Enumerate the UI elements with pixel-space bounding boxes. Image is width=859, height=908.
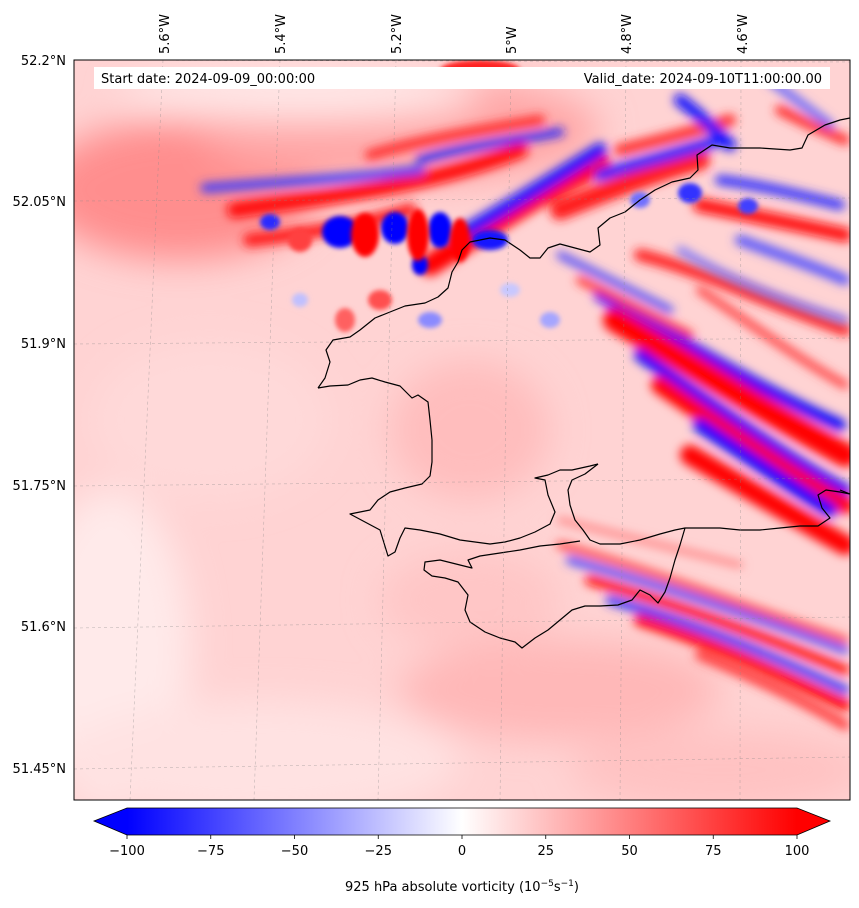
colorbar-extend-max [797, 808, 830, 835]
vorticity-wave-southeast [556, 246, 850, 730]
colorbar-tick-label: −100 [109, 844, 145, 859]
lat-label: 51.6°N [21, 620, 66, 635]
colorbar-tick-label: 75 [705, 844, 722, 859]
colorbar-tick-label: −50 [281, 844, 308, 859]
colorbar-tick-label: 50 [621, 844, 638, 859]
lon-label: 5°W [505, 26, 520, 54]
colorbar-tick-label: 25 [537, 844, 554, 859]
lon-label: 4.6°W [736, 14, 751, 54]
vorticity-blobs-positive [288, 60, 520, 332]
lon-label: 5.6°W [158, 14, 173, 54]
vorticity-blobs-negative [260, 183, 758, 328]
latitude-labels: 52.2°N 52.05°N 51.9°N 51.75°N 51.6°N 51.… [13, 54, 66, 777]
lon-label: 4.8°W [620, 14, 635, 54]
colorbar-gradient [127, 808, 797, 835]
colorbar-tick-label: 0 [458, 844, 466, 859]
lat-label: 52.2°N [21, 54, 66, 69]
start-date-label: Start date: 2024-09-09_00:00:00 [101, 72, 315, 87]
lat-label: 51.45°N [13, 762, 66, 777]
lat-label: 52.05°N [13, 195, 66, 210]
lat-label: 51.9°N [21, 337, 66, 352]
map-frame [73, 59, 851, 801]
lat-label: 51.75°N [13, 479, 66, 494]
colorbar: −100 −75 −50 −25 0 25 50 75 100 925 hPa absolute… [92, 807, 832, 895]
coastline [317, 117, 850, 649]
vorticity-background-field [74, 70, 850, 800]
colorbar-tick-label: −25 [365, 844, 392, 859]
colorbar-label: 925 hPa absolute vorticity (10−5s−1) [345, 879, 579, 895]
colorbar-tick-label: 100 [785, 844, 810, 859]
lon-label: 5.2°W [390, 14, 405, 54]
valid-date-label: Valid_date: 2024-09-10T11:00:00.00 [584, 72, 822, 87]
colorbar-tick-label: −75 [197, 844, 224, 859]
lon-label: 5.4°W [274, 14, 289, 54]
colorbar-ticks: −100 −75 −50 −25 0 25 50 75 100 [109, 835, 809, 859]
colorbar-extend-min [94, 808, 127, 835]
date-label-background [94, 67, 830, 89]
longitude-labels: 5.6°W 5.4°W 5.2°W 5°W 4.8°W 4.6°W [158, 14, 751, 54]
vorticity-map [74, 60, 850, 800]
